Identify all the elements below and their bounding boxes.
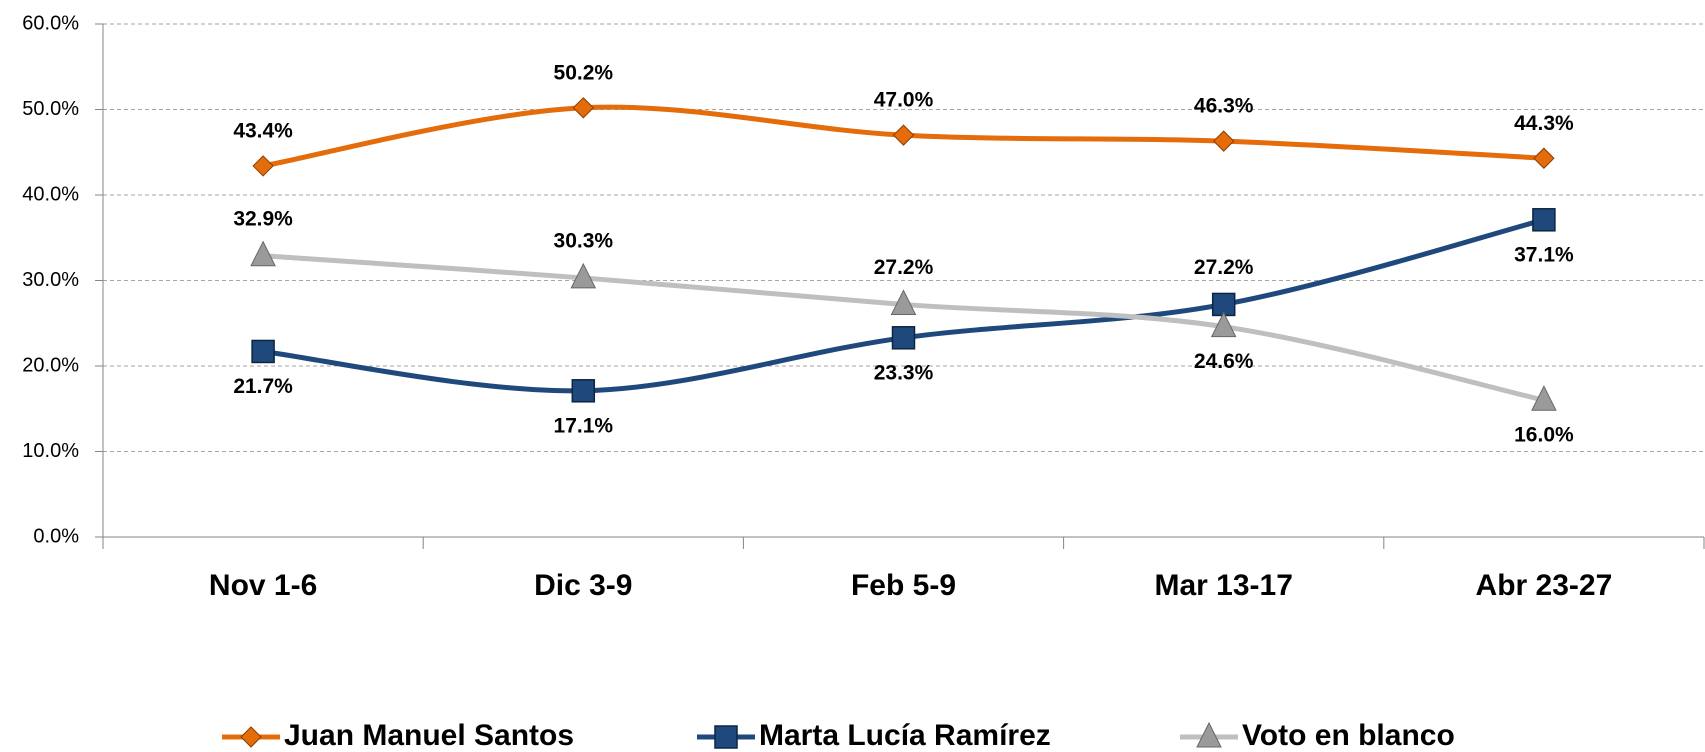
- data-label: 44.3%: [1514, 112, 1574, 135]
- marker: [891, 326, 916, 350]
- x-tick-label: Feb 5-9: [851, 569, 956, 602]
- data-label: 17.1%: [554, 414, 614, 437]
- data-label: 30.3%: [554, 229, 614, 252]
- marker: [240, 726, 262, 748]
- x-tick-label: Mar 13-17: [1154, 569, 1292, 602]
- data-label: 27.2%: [1194, 256, 1254, 279]
- marker: [714, 725, 738, 749]
- data-label: 32.9%: [233, 207, 293, 230]
- marker: [251, 339, 275, 364]
- y-tick-label: 10.0%: [22, 440, 79, 462]
- marker: [570, 262, 597, 289]
- y-tick-label: 0.0%: [33, 525, 79, 547]
- marker: [1212, 130, 1235, 152]
- data-label: 50.2%: [554, 61, 614, 84]
- marker: [1531, 385, 1557, 411]
- legend-label: Voto en blanco: [1242, 719, 1455, 752]
- legend-label: Marta Lucía Ramírez: [759, 719, 1051, 752]
- data-label: 21.7%: [233, 375, 293, 398]
- marker: [892, 124, 915, 146]
- marker: [1533, 147, 1555, 169]
- marker: [572, 97, 595, 119]
- y-tick-label: 60.0%: [22, 12, 79, 34]
- marker: [571, 379, 596, 403]
- y-tick-label: 20.0%: [22, 354, 79, 376]
- x-tick-label: Nov 1-6: [209, 569, 317, 602]
- data-label: 24.6%: [1194, 350, 1254, 373]
- marker: [1196, 721, 1222, 748]
- data-label: 16.0%: [1514, 424, 1574, 447]
- data-label: 27.2%: [874, 256, 934, 279]
- marker: [890, 289, 917, 315]
- data-label: 47.0%: [874, 89, 934, 112]
- marker: [252, 155, 274, 177]
- marker: [1210, 311, 1237, 338]
- y-tick-label: 40.0%: [22, 183, 79, 205]
- marker: [1532, 208, 1556, 232]
- data-label: 23.3%: [874, 361, 934, 384]
- data-label: 43.4%: [233, 119, 293, 142]
- x-tick-label: Dic 3-9: [534, 569, 632, 602]
- legend-label: Juan Manuel Santos: [284, 719, 574, 752]
- marker: [250, 240, 276, 267]
- y-tick-label: 50.0%: [22, 98, 79, 120]
- x-tick-label: Abr 23-27: [1476, 569, 1613, 602]
- data-label: 46.3%: [1194, 95, 1254, 118]
- y-tick-label: 30.0%: [22, 269, 79, 291]
- data-label: 37.1%: [1514, 243, 1574, 266]
